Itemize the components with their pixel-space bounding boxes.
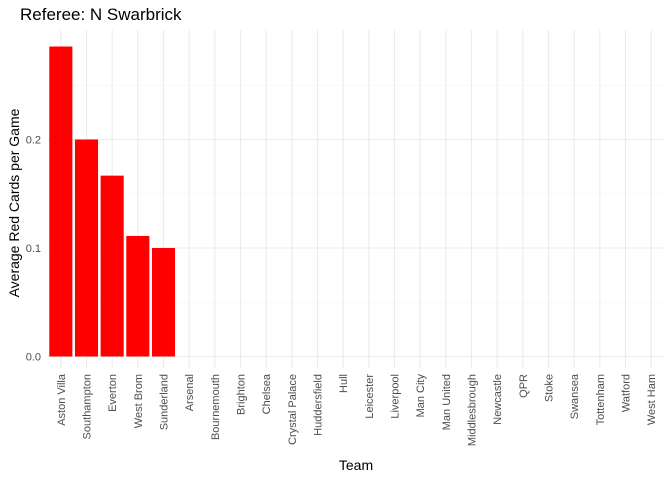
x-tick-labels: Aston Villa Southampton Everton West Brom Su… (56, 373, 658, 446)
y-tick-label: 0.1 (26, 243, 41, 255)
x-tick-label: Stoke (544, 374, 556, 402)
x-tick-label: Huddersfield (313, 374, 325, 436)
x-tick-label: Brighton (236, 374, 248, 415)
bar (151, 248, 176, 357)
x-tick-label: Chelsea (261, 373, 273, 414)
y-axis-title: Average Red Cards per Game (6, 108, 22, 297)
x-axis-title: Team (339, 457, 373, 473)
bar (49, 46, 73, 357)
x-tick-label: Tottenham (595, 374, 607, 425)
x-tick-label: Man City (415, 374, 427, 418)
x-tick-label: West Brom (133, 374, 145, 428)
x-tick-label: Everton (107, 374, 119, 412)
bars (49, 46, 176, 357)
x-tick-label: Leicester (364, 374, 376, 419)
bar (74, 139, 99, 357)
x-tick-label: Aston Villa (56, 373, 68, 426)
bar (100, 175, 124, 357)
x-tick-label: Arsenal (184, 374, 196, 411)
y-tick-label: 0.2 (26, 135, 41, 147)
x-tick-label: Middlesbrough (467, 374, 479, 446)
y-tick-labels: 0.0 0.1 0.2 (26, 135, 41, 364)
bar (126, 235, 150, 357)
y-tick-label: 0.0 (26, 352, 41, 364)
x-tick-label: QPR (518, 374, 530, 398)
chart-title: Referee: N Swarbrick (20, 5, 182, 24)
x-tick-label: Crystal Palace (287, 374, 299, 445)
x-tick-label: Newcastle (492, 374, 504, 425)
x-tick-label: Man United (441, 374, 453, 430)
x-tick-label: Watford (621, 374, 633, 412)
x-tick-label: Hull (338, 374, 350, 393)
x-tick-label: Bournemouth (210, 374, 222, 440)
x-tick-label: Swansea (569, 373, 581, 419)
x-tick-label: Sunderland (159, 374, 171, 430)
x-tick-label: Southampton (82, 374, 94, 439)
x-tick-label: West Ham (646, 374, 658, 425)
x-tick-label: Liverpool (390, 374, 402, 419)
grid (48, 30, 664, 368)
